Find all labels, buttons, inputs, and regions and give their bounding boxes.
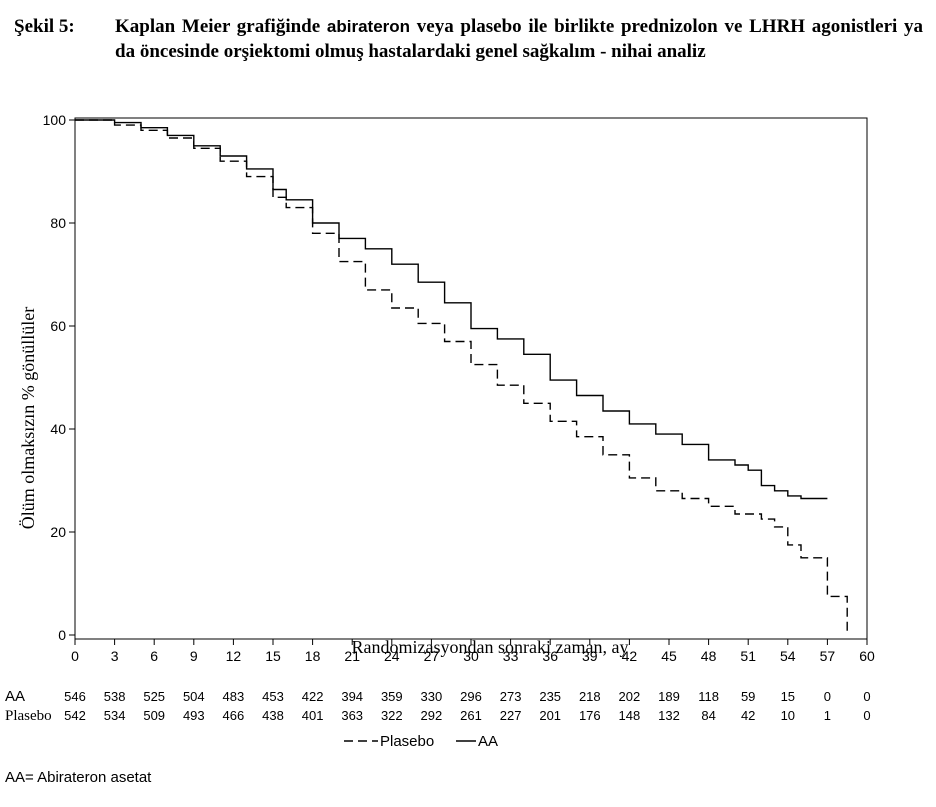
caption-drug-name: abirateron xyxy=(326,17,411,36)
risk-count: 273 xyxy=(500,689,522,704)
y-tick-label: 20 xyxy=(50,524,66,540)
risk-count: 292 xyxy=(421,708,443,723)
risk-count: 189 xyxy=(658,689,680,704)
x-tick-label: 15 xyxy=(265,648,281,664)
plot-lines xyxy=(75,119,848,635)
risk-count: 330 xyxy=(421,689,443,704)
risk-count: 261 xyxy=(460,708,482,723)
risk-count: 296 xyxy=(460,689,482,704)
risk-count: 10 xyxy=(781,708,795,723)
x-tick-label: 12 xyxy=(226,648,242,664)
risk-count: 542 xyxy=(64,708,86,723)
figure-label: Şekil 5: xyxy=(14,16,75,37)
risk-count: 201 xyxy=(539,708,561,723)
risk-count: 363 xyxy=(341,708,363,723)
x-tick-label: 48 xyxy=(701,648,717,664)
risk-count: 509 xyxy=(143,708,165,723)
risk-count: 218 xyxy=(579,689,601,704)
x-tick-label: 30 xyxy=(463,648,479,664)
x-tick-label: 3 xyxy=(111,648,119,664)
risk-count: 525 xyxy=(143,689,165,704)
risk-count: 235 xyxy=(539,689,561,704)
series-line-plasebo xyxy=(75,119,848,635)
risk-count: 453 xyxy=(262,689,284,704)
risk-count: 493 xyxy=(183,708,205,723)
y-axis: 0 20 40 60 80 100 xyxy=(43,112,75,643)
figure-caption-text: Kaplan Meier grafiğinde abirateron veya … xyxy=(115,14,923,64)
risk-count: 422 xyxy=(302,689,324,704)
x-axis-label: Randomizasyondan sonraki zaman, ay xyxy=(352,637,629,657)
risk-count: 504 xyxy=(183,689,205,704)
y-tick-label: 60 xyxy=(50,318,66,334)
risk-count: 176 xyxy=(579,708,601,723)
x-tick-label: 36 xyxy=(542,648,558,664)
risk-count: 148 xyxy=(619,708,641,723)
footnote: AA= Abirateron asetat xyxy=(5,769,152,786)
y-tick-label: 100 xyxy=(43,112,67,128)
risk-count: 0 xyxy=(824,689,831,704)
risk-table: AA 546 538 525 504 483 453 422 394 359 330 296 273 23… xyxy=(5,688,871,724)
x-tick-label: 54 xyxy=(780,648,796,664)
legend-plasebo-label: Plasebo xyxy=(380,733,434,750)
risk-count: 401 xyxy=(302,708,324,723)
legend-aa-label: AA xyxy=(478,733,498,750)
y-tick-label: 0 xyxy=(58,627,66,643)
x-tick-label: 18 xyxy=(305,648,321,664)
risk-count: 394 xyxy=(341,689,363,704)
legend: Plasebo AA xyxy=(344,733,498,750)
risk-count: 322 xyxy=(381,708,403,723)
risk-count: 466 xyxy=(223,708,245,723)
x-tick-label: 45 xyxy=(661,648,677,664)
risk-count: 132 xyxy=(658,708,680,723)
risk-count: 227 xyxy=(500,708,522,723)
plot-frame xyxy=(74,117,868,640)
x-tick-label: 21 xyxy=(344,648,360,664)
x-tick-label: 51 xyxy=(740,648,756,664)
series-line-aa xyxy=(75,119,828,500)
risk-count: 84 xyxy=(701,708,715,723)
x-tick-label: 0 xyxy=(71,648,79,664)
y-tick-label: 80 xyxy=(50,215,66,231)
y-tick-label: 40 xyxy=(50,421,66,437)
risk-count: 202 xyxy=(619,689,641,704)
x-tick-label: 57 xyxy=(820,648,836,664)
x-tick-label: 24 xyxy=(384,648,400,664)
risk-count: 42 xyxy=(741,708,755,723)
risk-count: 118 xyxy=(698,689,719,704)
risk-count: 438 xyxy=(262,708,284,723)
risk-count: 483 xyxy=(223,689,245,704)
risk-count: 534 xyxy=(104,708,126,723)
risk-count: 15 xyxy=(781,689,795,704)
risk-count: 538 xyxy=(104,689,126,704)
x-tick-label: 9 xyxy=(190,648,198,664)
risk-count: 1 xyxy=(824,708,831,723)
x-tick-label: 6 xyxy=(150,648,158,664)
caption-text-after: veya plasebo ile birlikte prednizolon ve… xyxy=(115,16,923,62)
x-axis: 0 3 6 9 12 15 18 21 24 27 30 33 36 39 42 45 48 51 54 57 60 xyxy=(71,639,875,664)
x-tick-label: 27 xyxy=(424,648,440,664)
x-tick-label: 60 xyxy=(859,648,875,664)
risk-count: 546 xyxy=(64,689,86,704)
caption-text-before: Kaplan Meier grafiğinde xyxy=(115,16,321,37)
risk-row-label: Plasebo xyxy=(5,708,52,724)
x-tick-label: 39 xyxy=(582,648,598,664)
y-axis-label: Ölüm olmaksızın % gönüllüler xyxy=(18,307,38,529)
risk-count: 0 xyxy=(863,708,870,723)
risk-count: 0 xyxy=(863,689,870,704)
x-tick-label: 42 xyxy=(622,648,638,664)
risk-row-label: AA xyxy=(5,688,25,705)
risk-count: 59 xyxy=(741,689,755,704)
risk-count: 359 xyxy=(381,689,403,704)
x-tick-label: 33 xyxy=(503,648,519,664)
